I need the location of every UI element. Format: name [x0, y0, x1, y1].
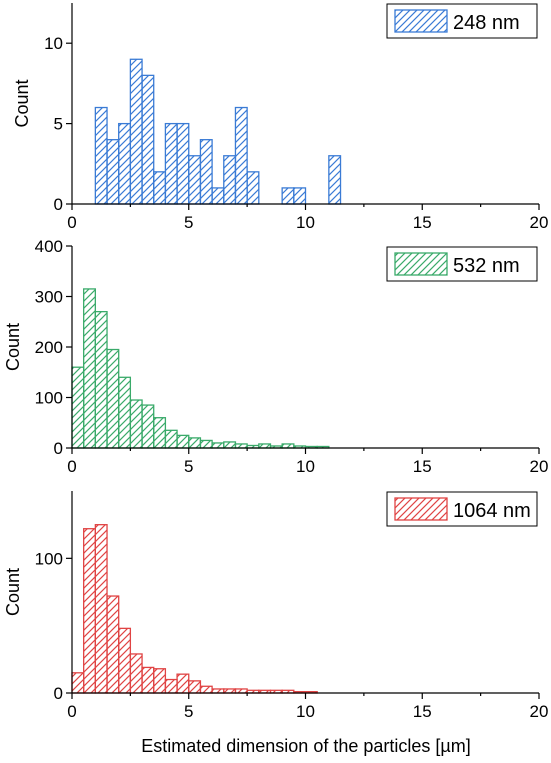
- y-axis-label: Count: [3, 323, 23, 371]
- x-tick-label: 0: [67, 702, 76, 721]
- bar-2-1: [83, 288, 96, 449]
- y-tick-label: 5: [54, 115, 63, 134]
- x-tick-label: 10: [296, 213, 315, 232]
- legend-label: 248 nm: [453, 12, 520, 34]
- bar-2-4: [118, 376, 132, 449]
- bar-2-16: [258, 443, 272, 449]
- x-tick-label: 0: [67, 213, 76, 232]
- bar-2-6: [141, 404, 155, 449]
- x-tick-label: 15: [413, 213, 432, 232]
- x-tick-label: 20: [530, 457, 549, 476]
- x-tick-label: 20: [530, 213, 549, 232]
- bar-3-7: [153, 668, 167, 694]
- bar-1-1: [106, 139, 120, 205]
- y-tick-label: 100: [35, 389, 63, 408]
- bar-1-17: [293, 187, 307, 205]
- bar-1-9: [199, 139, 213, 205]
- bar-1-4: [141, 74, 155, 205]
- bar-1-11: [223, 155, 237, 205]
- x-tick-label: 15: [413, 702, 432, 721]
- bar-2-14: [234, 443, 248, 449]
- bar-2-3: [106, 348, 120, 449]
- legend-swatch: [394, 252, 448, 276]
- bar-1-6: [164, 122, 178, 205]
- legend-label: 532 nm: [453, 255, 520, 277]
- y-tick-label: 200: [35, 338, 63, 357]
- bar-3-9: [176, 673, 190, 694]
- bar-3-6: [141, 666, 155, 694]
- bar-3-11: [199, 685, 213, 694]
- x-axis-label: Estimated dimension of the particles [µm…: [141, 736, 471, 756]
- legend-label: 1064 nm: [453, 500, 531, 522]
- x-tick-label: 5: [184, 702, 193, 721]
- bar-1-16: [281, 187, 295, 205]
- x-tick-label: 10: [296, 702, 315, 721]
- bar-3-3: [106, 595, 120, 694]
- bar-3-12: [211, 688, 225, 694]
- bar-2-2: [94, 310, 108, 449]
- bar-1-20: [328, 155, 342, 205]
- y-tick-label: 0: [54, 195, 63, 214]
- bar-2-11: [199, 439, 213, 449]
- x-tick-label: 5: [184, 457, 193, 476]
- x-tick-label: 5: [184, 213, 193, 232]
- bar-3-8: [164, 678, 178, 694]
- bar-3-1: [83, 528, 96, 694]
- bar-1-12: [234, 106, 248, 205]
- legend-swatch: [394, 497, 448, 521]
- x-tick-label: 10: [296, 457, 315, 476]
- bar-3-13: [223, 688, 237, 694]
- bar-2-12: [211, 442, 225, 449]
- bar-2-13: [223, 441, 237, 449]
- bar-2-10: [188, 437, 202, 449]
- bar-2-5: [129, 399, 143, 449]
- bar-1-8: [188, 155, 202, 205]
- legend: 248 nm: [386, 3, 538, 39]
- bar-1-10: [211, 187, 225, 205]
- bar-1-5: [153, 171, 167, 205]
- bar-2-7: [153, 417, 167, 449]
- x-tick-label: 20: [530, 702, 549, 721]
- bar-3-2: [94, 524, 108, 694]
- y-tick-label: 300: [35, 288, 63, 307]
- bar-1-13: [246, 171, 260, 205]
- x-tick-label: 0: [67, 457, 76, 476]
- bar-2-18: [281, 443, 295, 449]
- bar-2-0: [71, 366, 85, 449]
- legend-swatch: [394, 9, 448, 33]
- bar-1-7: [176, 122, 190, 205]
- y-tick-label: 10: [44, 34, 63, 53]
- legend: 532 nm: [386, 246, 538, 282]
- bar-1-2: [118, 122, 132, 205]
- bar-3-14: [234, 688, 248, 694]
- panel-1: 0 5 10 15 20 0 5 10 Count 248 nm: [12, 3, 548, 232]
- y-tick-label: 0: [54, 439, 63, 458]
- bar-3-10: [188, 680, 202, 694]
- y-axis-label: Count: [3, 568, 23, 616]
- bar-2-8: [164, 429, 178, 449]
- bar-2-9: [176, 434, 190, 449]
- y-tick-label: 100: [35, 549, 63, 568]
- y-tick-label: 400: [35, 237, 63, 256]
- bar-3-5: [129, 653, 143, 694]
- panel-3: 0 5 10 15 20 0 100 Count 1064 nm: [3, 491, 548, 721]
- y-axis-label: Count: [12, 79, 32, 127]
- bar-3-0: [71, 672, 85, 694]
- y-tick-label: 0: [54, 684, 63, 703]
- x-tick-label: 15: [413, 457, 432, 476]
- bar-1-0: [94, 106, 108, 205]
- legend: 1064 nm: [386, 491, 538, 527]
- bar-1-3: [129, 58, 143, 205]
- bar-3-4: [118, 627, 132, 694]
